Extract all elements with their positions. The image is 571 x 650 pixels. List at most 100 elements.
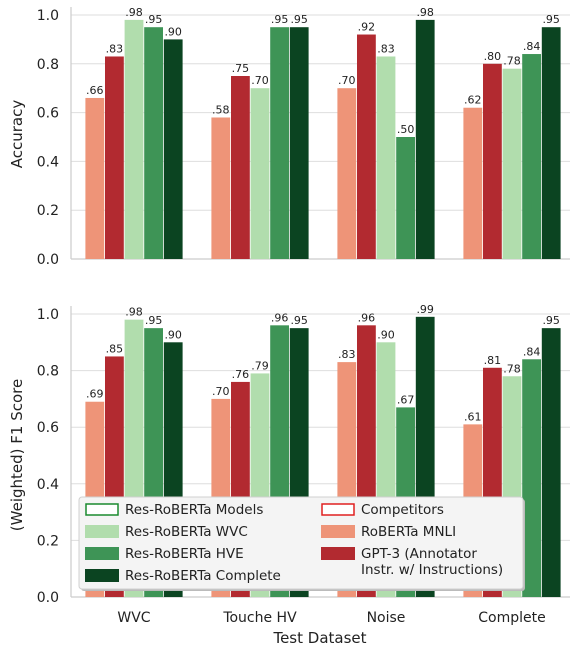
data-label: .95 bbox=[145, 314, 163, 327]
y-tick-label: 0.8 bbox=[37, 364, 59, 380]
y-tick-label: 0.6 bbox=[37, 420, 59, 436]
y-tick-label: 1.0 bbox=[37, 8, 59, 24]
data-label: .83 bbox=[106, 42, 124, 55]
legend-label: Res-RoBERTa Models bbox=[125, 502, 263, 518]
data-label: .70 bbox=[212, 385, 230, 398]
y-tick-label: 0.0 bbox=[37, 590, 59, 606]
data-label: .95 bbox=[290, 13, 308, 26]
data-label: .83 bbox=[338, 348, 356, 361]
y-tick-label: 0.2 bbox=[37, 203, 59, 219]
data-label: .61 bbox=[464, 410, 482, 423]
data-label: .95 bbox=[271, 13, 289, 26]
data-label: .50 bbox=[397, 123, 415, 136]
data-label: .70 bbox=[251, 74, 269, 87]
bar bbox=[376, 56, 396, 260]
data-label: .75 bbox=[232, 62, 250, 75]
legend-box bbox=[78, 496, 524, 590]
x-tick-label: Noise bbox=[367, 610, 406, 626]
bar bbox=[337, 88, 357, 259]
data-label: .76 bbox=[232, 368, 250, 381]
data-label: .58 bbox=[212, 103, 230, 116]
data-label: .83 bbox=[377, 42, 395, 55]
bar bbox=[144, 27, 163, 260]
data-label: .69 bbox=[86, 388, 104, 401]
bar bbox=[124, 19, 144, 259]
bar bbox=[541, 27, 561, 260]
bar bbox=[163, 39, 183, 260]
x-axis-title: Test Dataset bbox=[272, 629, 366, 647]
x-tick-label: Touche HV bbox=[222, 610, 297, 626]
data-label: .79 bbox=[251, 359, 269, 372]
data-label: .66 bbox=[86, 84, 104, 97]
data-label: .85 bbox=[106, 342, 124, 355]
legend-swatch bbox=[321, 547, 355, 560]
data-label: .96 bbox=[271, 311, 289, 324]
bar bbox=[211, 117, 231, 259]
data-label: .99 bbox=[416, 303, 434, 316]
bar bbox=[396, 137, 415, 259]
legend-swatch bbox=[85, 525, 119, 538]
bar bbox=[250, 88, 270, 259]
y-tick-label: 0.4 bbox=[37, 154, 59, 170]
data-label: .67 bbox=[397, 393, 415, 406]
data-label: .90 bbox=[377, 328, 395, 341]
legend-label: Instr. w/ Instructions) bbox=[361, 562, 503, 578]
legend-swatch bbox=[321, 525, 355, 538]
data-label: .92 bbox=[358, 21, 376, 34]
legend-swatch bbox=[85, 569, 119, 582]
data-label: .80 bbox=[484, 50, 502, 63]
y-tick-label: 0.0 bbox=[37, 252, 59, 268]
data-label: .95 bbox=[542, 13, 560, 26]
data-label: .90 bbox=[164, 328, 182, 341]
data-label: .78 bbox=[503, 55, 521, 68]
data-label: .96 bbox=[358, 311, 376, 324]
bar bbox=[415, 19, 435, 259]
bar bbox=[357, 34, 376, 259]
y-axis-title: Accuracy bbox=[8, 100, 26, 169]
legend-label: Res-RoBERTa HVE bbox=[125, 546, 244, 562]
bar bbox=[502, 68, 522, 260]
bar bbox=[483, 63, 502, 259]
data-label: .78 bbox=[503, 362, 521, 375]
bar bbox=[522, 359, 541, 597]
bar bbox=[289, 27, 309, 260]
bar bbox=[85, 97, 105, 260]
data-label: .98 bbox=[125, 306, 143, 319]
legend: Res-RoBERTa Models Res-RoBERTa WVC Res-RoB… bbox=[78, 496, 525, 591]
data-label: .84 bbox=[523, 345, 541, 358]
data-label: .70 bbox=[338, 74, 356, 87]
bar bbox=[231, 76, 250, 259]
data-label: .90 bbox=[164, 25, 182, 38]
y-tick-label: 0.4 bbox=[37, 477, 59, 493]
data-label: .81 bbox=[484, 354, 502, 367]
bar bbox=[541, 328, 561, 597]
data-label: .62 bbox=[464, 94, 482, 107]
legend-swatch bbox=[85, 547, 119, 560]
legend-label: Competitors bbox=[361, 502, 444, 518]
bar bbox=[522, 54, 541, 259]
accuracy-panel: 0.0 0.2 0.4 0.6 0.8 1.0 Accuracy .66 .58 .70 .62 .8… bbox=[8, 6, 570, 268]
legend-label: Res-RoBERTa WVC bbox=[125, 524, 248, 540]
x-tick-label: Complete bbox=[478, 610, 545, 626]
data-label: .98 bbox=[416, 6, 434, 19]
y-axis-title: (Weighted) F1 Score bbox=[8, 379, 26, 531]
data-label: .84 bbox=[523, 40, 541, 53]
legend-swatch bbox=[321, 503, 355, 516]
data-label: .95 bbox=[145, 13, 163, 26]
y-tick-label: 0.8 bbox=[37, 57, 59, 73]
legend-swatch bbox=[85, 503, 119, 516]
y-tick-label: 1.0 bbox=[37, 307, 59, 323]
x-tick-label: WVC bbox=[117, 610, 150, 626]
data-label: .95 bbox=[290, 314, 308, 327]
y-tick-label: 0.6 bbox=[37, 106, 59, 122]
legend-label: GPT-3 (Annotator bbox=[361, 546, 477, 562]
bar bbox=[270, 27, 289, 260]
data-label: .98 bbox=[125, 6, 143, 19]
y-tick-label: 0.2 bbox=[37, 533, 59, 549]
legend-label: Res-RoBERTa Complete bbox=[125, 568, 281, 584]
legend-label: RoBERTa MNLI bbox=[361, 524, 456, 540]
data-label: .95 bbox=[542, 314, 560, 327]
bar bbox=[105, 56, 124, 260]
bar bbox=[463, 107, 483, 259]
